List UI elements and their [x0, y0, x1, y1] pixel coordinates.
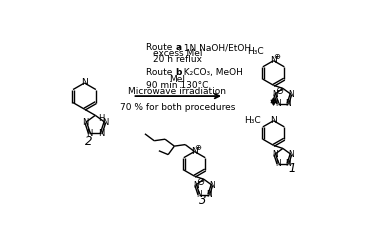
- Text: Microwave irradiation: Microwave irradiation: [129, 87, 226, 96]
- Text: N: N: [275, 99, 281, 108]
- Text: N: N: [86, 129, 93, 138]
- Text: N: N: [193, 181, 198, 190]
- Text: ⊖: ⊖: [275, 86, 284, 96]
- Text: N: N: [206, 190, 212, 199]
- Text: N: N: [209, 181, 215, 190]
- Text: N: N: [275, 159, 281, 168]
- Text: 1: 1: [288, 162, 296, 175]
- Text: ⊖: ⊖: [196, 177, 204, 187]
- Text: excess MeI: excess MeI: [153, 49, 202, 58]
- Text: a: a: [175, 43, 181, 52]
- Text: N: N: [272, 150, 277, 159]
- Text: ⊕: ⊕: [273, 52, 280, 61]
- Text: N: N: [288, 90, 294, 99]
- Text: 20 h reflux: 20 h reflux: [153, 55, 202, 64]
- Text: : K₂CO₃, MeOH: : K₂CO₃, MeOH: [178, 68, 243, 77]
- Text: N: N: [82, 118, 89, 127]
- Text: N: N: [285, 159, 291, 168]
- Text: 70 % for both procedures: 70 % for both procedures: [120, 103, 235, 112]
- Text: N: N: [270, 56, 277, 65]
- Text: 90 min 130°C: 90 min 130°C: [146, 81, 209, 90]
- Text: N: N: [285, 99, 291, 108]
- Text: H: H: [99, 114, 105, 123]
- Text: N: N: [196, 190, 202, 199]
- Text: b: b: [175, 68, 181, 77]
- Text: H₃C: H₃C: [247, 47, 263, 56]
- Text: MeI: MeI: [169, 75, 186, 84]
- Text: H₃C: H₃C: [245, 116, 261, 125]
- Text: N: N: [98, 129, 104, 138]
- Text: N: N: [288, 150, 294, 159]
- Text: N: N: [272, 90, 277, 99]
- Text: Route: Route: [146, 68, 175, 77]
- Text: N: N: [191, 147, 198, 156]
- Text: 3: 3: [198, 194, 206, 206]
- Text: Route: Route: [146, 43, 175, 52]
- Text: ⊕: ⊕: [194, 143, 201, 152]
- Text: : 1N NaOH/EtOH: : 1N NaOH/EtOH: [178, 43, 251, 52]
- Text: N: N: [81, 79, 88, 88]
- Text: N: N: [102, 118, 108, 127]
- Text: 2: 2: [85, 135, 92, 148]
- Text: N: N: [270, 116, 277, 125]
